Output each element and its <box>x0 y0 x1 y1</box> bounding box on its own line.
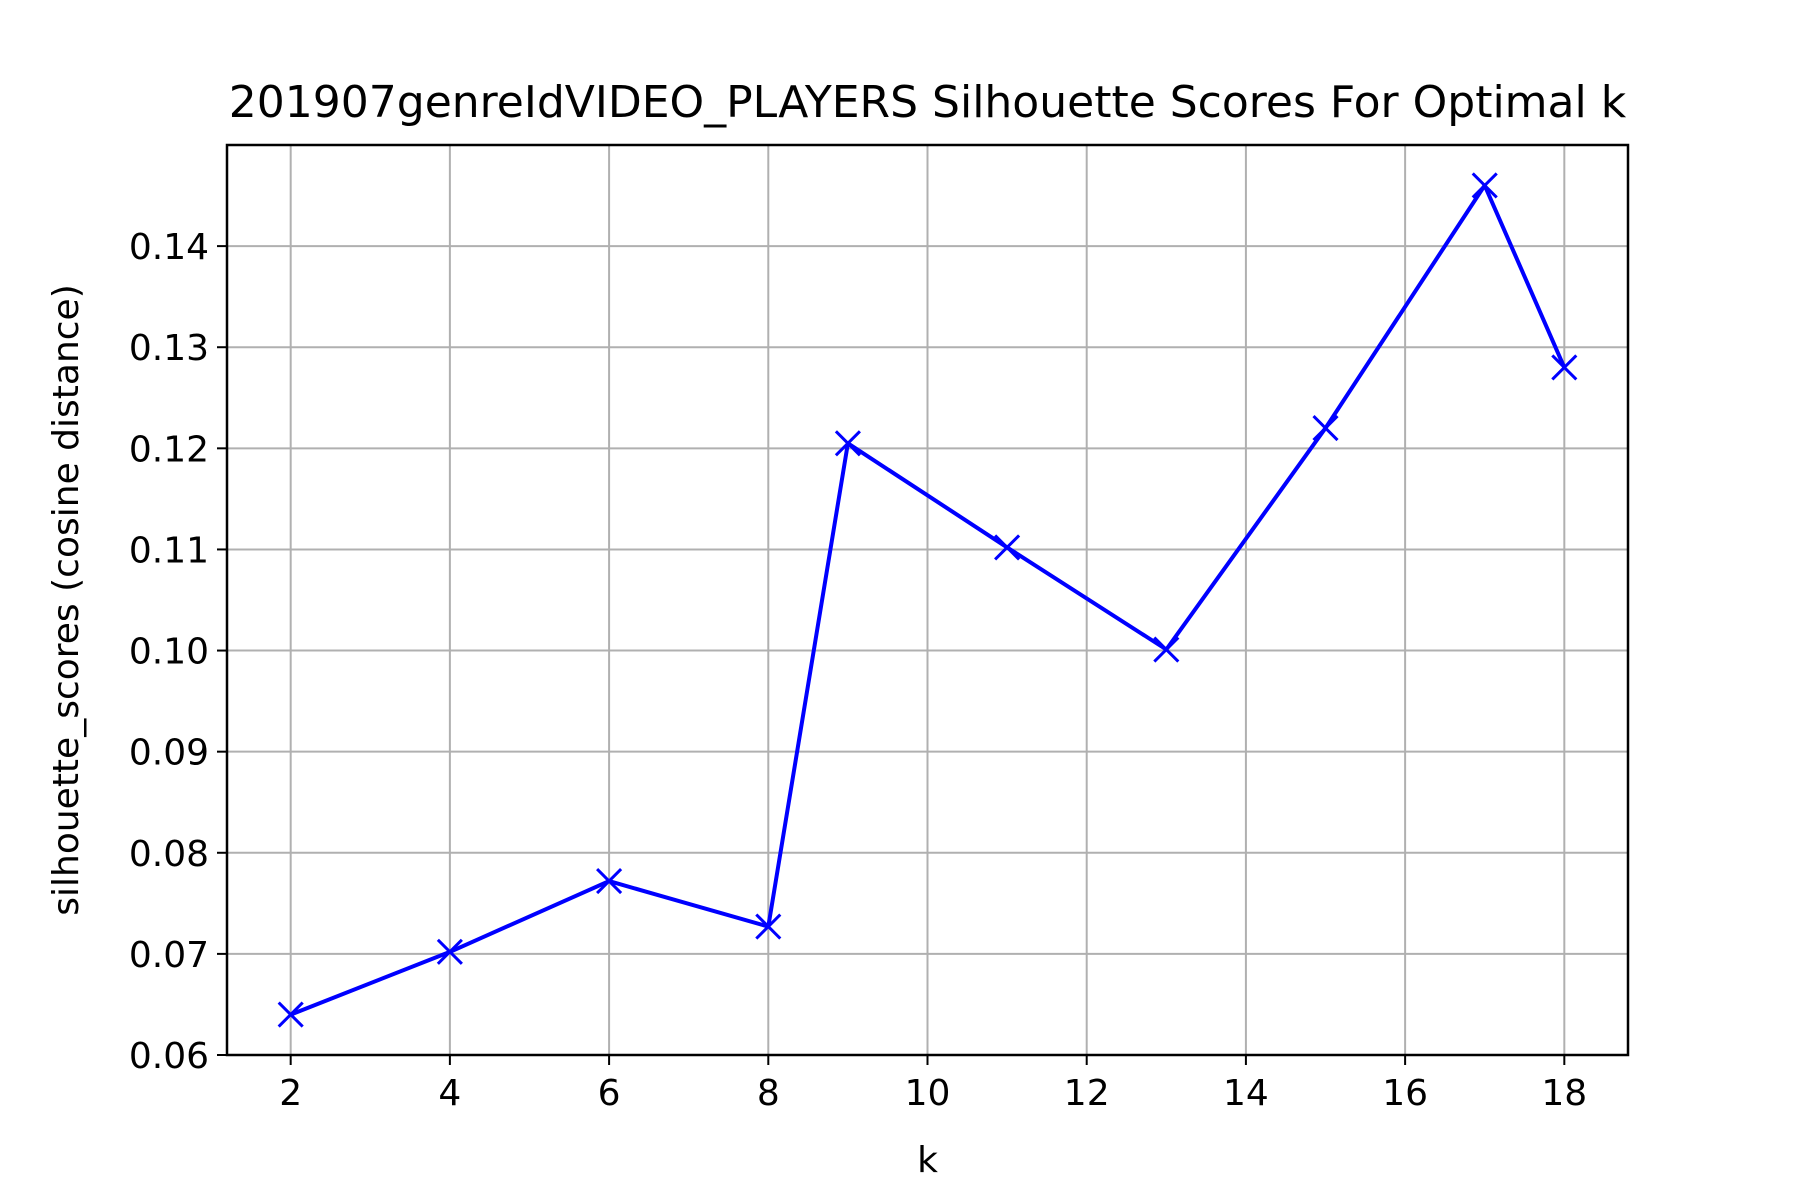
y-tick-label: 0.13 <box>129 328 209 369</box>
x-tick-label: 8 <box>757 1073 780 1114</box>
y-tick-label: 0.08 <box>129 834 209 875</box>
data-point-marker <box>1312 415 1339 442</box>
x-tick-label: 14 <box>1223 1073 1269 1114</box>
data-point-marker <box>1471 172 1498 199</box>
y-tick-label: 0.07 <box>129 935 209 976</box>
y-tick-label: 0.11 <box>129 530 209 571</box>
x-tick-label: 12 <box>1064 1073 1110 1114</box>
data-point-marker <box>596 868 623 895</box>
x-tick-label: 6 <box>598 1073 621 1114</box>
series-line-group <box>277 172 1578 1028</box>
x-tick-label: 18 <box>1541 1073 1587 1114</box>
data-point-marker <box>436 938 463 965</box>
y-tick-label: 0.09 <box>129 733 209 774</box>
plot-frame <box>225 143 1630 1057</box>
y-axis-label: silhouette_scores (cosine distance) <box>46 284 87 916</box>
data-point-marker <box>994 534 1021 561</box>
series-line <box>289 183 1567 1017</box>
x-tick-label: 2 <box>279 1073 302 1114</box>
chart-title: 201907genreIdVIDEO_PLAYERS Silhouette Sc… <box>229 77 1627 128</box>
data-point-marker <box>277 1001 304 1028</box>
y-tick-label: 0.10 <box>129 632 209 673</box>
data-point-marker <box>1153 636 1180 663</box>
x-axis-label: k <box>917 1140 938 1181</box>
x-tick-label: 16 <box>1382 1073 1428 1114</box>
y-tick-label: 0.12 <box>129 429 209 470</box>
axis-ticks: 2 4 6 8 10 12 14 16 18 0.06 0.07 0.08 0.09 0.10 0.11 0.… <box>129 227 1587 1114</box>
y-tick-label: 0.06 <box>129 1036 209 1077</box>
data-point-marker <box>1551 354 1578 381</box>
x-tick-label: 4 <box>438 1073 461 1114</box>
grid <box>227 145 1628 1056</box>
y-tick-label: 0.14 <box>129 227 209 268</box>
data-point-marker <box>834 430 861 457</box>
data-point-marker <box>755 913 782 940</box>
x-tick-label: 10 <box>905 1073 951 1114</box>
